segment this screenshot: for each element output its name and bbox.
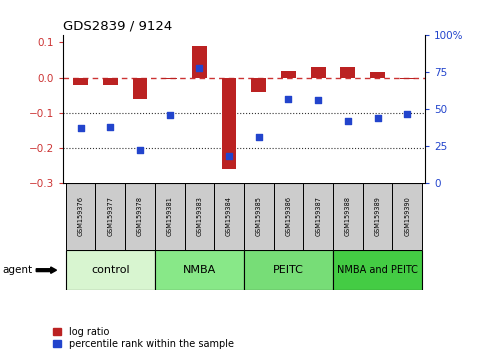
- Bar: [370, 72, 385, 78]
- Bar: [392, 183, 422, 250]
- Bar: [281, 70, 296, 78]
- Text: GSM159386: GSM159386: [285, 196, 291, 236]
- Text: GSM159384: GSM159384: [226, 196, 232, 236]
- Text: GSM159377: GSM159377: [107, 196, 114, 236]
- Bar: [333, 250, 422, 290]
- Text: GSM159389: GSM159389: [374, 196, 381, 236]
- Bar: [341, 67, 355, 78]
- Bar: [244, 250, 333, 290]
- Legend: log ratio, percentile rank within the sample: log ratio, percentile rank within the sa…: [53, 327, 234, 349]
- Bar: [192, 46, 207, 78]
- Bar: [214, 183, 244, 250]
- Point: [284, 96, 292, 102]
- Bar: [251, 78, 266, 92]
- Point: [166, 112, 173, 118]
- Text: GSM159383: GSM159383: [197, 196, 202, 236]
- Text: NMBA: NMBA: [183, 265, 216, 275]
- Bar: [155, 250, 244, 290]
- Point: [106, 124, 114, 130]
- Bar: [66, 250, 155, 290]
- Point: [77, 126, 85, 131]
- Point: [403, 111, 411, 116]
- Point: [196, 65, 203, 71]
- Point: [374, 115, 382, 121]
- Bar: [222, 78, 237, 169]
- Text: GDS2839 / 9124: GDS2839 / 9124: [63, 20, 172, 33]
- Bar: [311, 67, 326, 78]
- Text: GSM159385: GSM159385: [256, 196, 262, 236]
- Point: [136, 148, 144, 153]
- Point: [255, 135, 263, 140]
- Bar: [96, 183, 125, 250]
- Bar: [273, 183, 303, 250]
- Point: [344, 118, 352, 124]
- Text: GSM159388: GSM159388: [345, 196, 351, 236]
- Bar: [103, 78, 118, 85]
- Text: agent: agent: [2, 265, 32, 275]
- Bar: [303, 183, 333, 250]
- Bar: [363, 183, 392, 250]
- Text: GSM159378: GSM159378: [137, 196, 143, 236]
- Bar: [125, 183, 155, 250]
- Bar: [162, 78, 177, 79]
- Bar: [400, 78, 414, 79]
- Text: GSM159387: GSM159387: [315, 196, 321, 236]
- Bar: [73, 78, 88, 85]
- Bar: [333, 183, 363, 250]
- Point: [225, 154, 233, 159]
- Text: GSM159381: GSM159381: [167, 196, 173, 236]
- Text: GSM159390: GSM159390: [404, 196, 410, 236]
- Point: [314, 97, 322, 103]
- Bar: [66, 183, 96, 250]
- Bar: [132, 78, 147, 99]
- Text: PEITC: PEITC: [273, 265, 304, 275]
- Bar: [244, 183, 273, 250]
- Bar: [155, 183, 185, 250]
- Bar: [185, 183, 214, 250]
- Text: NMBA and PEITC: NMBA and PEITC: [337, 265, 418, 275]
- Text: control: control: [91, 265, 129, 275]
- Text: GSM159376: GSM159376: [78, 196, 84, 236]
